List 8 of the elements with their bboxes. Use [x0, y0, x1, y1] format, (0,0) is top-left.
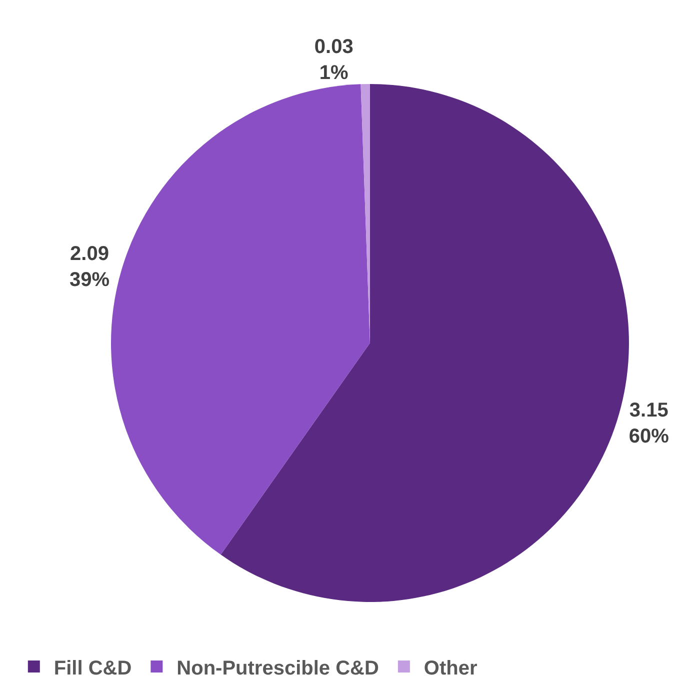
pie-slice	[111, 84, 370, 555]
legend-label: Non-Putrescible C&D	[176, 657, 379, 680]
data-label: 3.15 60%	[628, 399, 670, 448]
pie-slice	[220, 84, 629, 602]
legend-label: Other	[424, 657, 478, 680]
data-label: 0.03 1%	[314, 36, 354, 84]
data-label: 2.09 39%	[69, 243, 110, 292]
legend-label: Fill C&D	[54, 657, 132, 680]
